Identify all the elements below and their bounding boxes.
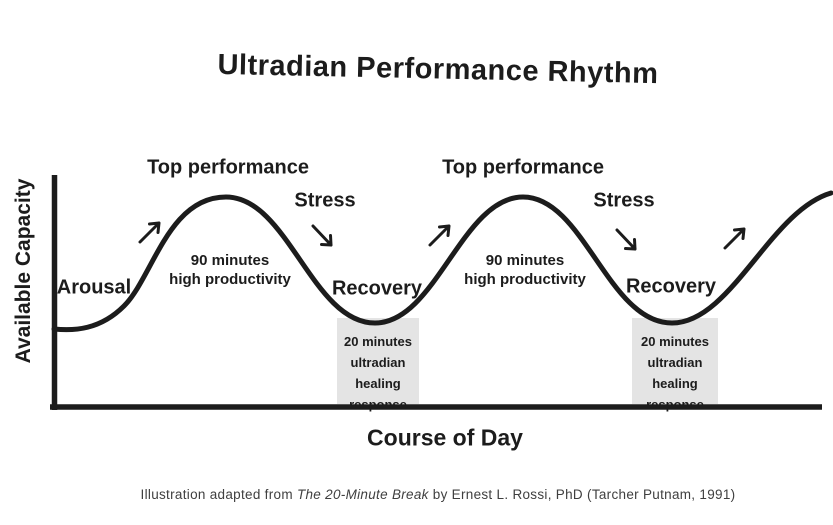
healing-response-box-2: 20 minutes ultradian healing response bbox=[632, 318, 718, 412]
healing-response-box-1: 20 minutes ultradian healing response bbox=[337, 318, 419, 412]
healing-box-line: ultradian bbox=[647, 355, 703, 370]
stress-label-2: Stress bbox=[593, 189, 655, 212]
healing-box-line: ultradian bbox=[350, 355, 406, 370]
productivity-note-1: 90 minutes high productivity bbox=[169, 251, 291, 289]
caption-prefix: Illustration adapted from bbox=[140, 487, 297, 502]
caption-suffix: by Ernest L. Rossi, PhD (Tarcher Putnam,… bbox=[428, 487, 736, 502]
stress-label-1: Stress bbox=[294, 189, 356, 212]
top-performance-label-2: Top performance bbox=[442, 156, 604, 179]
recovery-label-2: Recovery bbox=[625, 275, 717, 298]
fall-arrow-icon bbox=[311, 224, 333, 247]
rise-arrow-icon bbox=[138, 221, 161, 244]
x-axis-label: Course of Day bbox=[367, 424, 523, 451]
productivity-note-line: 90 minutes bbox=[190, 252, 270, 269]
rise-arrow-icon bbox=[723, 227, 746, 250]
healing-box-line: 20 minutes bbox=[641, 334, 709, 349]
healing-box-line: 20 minutes bbox=[344, 334, 412, 349]
productivity-note-line: high productivity bbox=[169, 271, 291, 288]
recovery-label-1: Recovery bbox=[331, 277, 423, 300]
productivity-note-2: 90 minutes high productivity bbox=[464, 251, 586, 289]
performance-curve bbox=[51, 190, 833, 333]
fall-arrow-icon bbox=[615, 228, 637, 251]
rise-arrow-icon bbox=[428, 224, 451, 247]
arousal-label: Arousal bbox=[56, 276, 132, 299]
top-performance-label-1: Top performance bbox=[147, 156, 309, 179]
source-caption: Illustration adapted from The 20-Minute … bbox=[141, 487, 736, 502]
productivity-note-line: high productivity bbox=[464, 271, 586, 288]
productivity-note-line: 90 minutes bbox=[485, 252, 565, 269]
caption-book-title: The 20-Minute Break bbox=[296, 487, 429, 502]
